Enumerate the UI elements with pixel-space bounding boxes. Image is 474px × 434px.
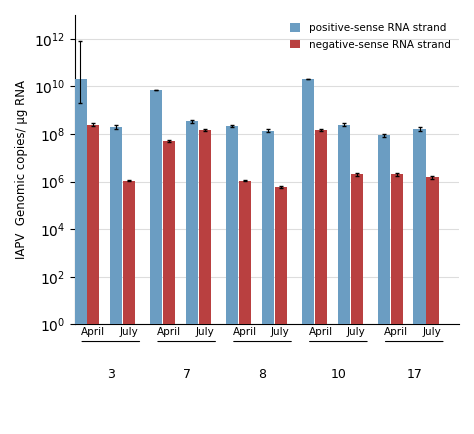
Bar bbox=[186, 121, 198, 434]
Bar bbox=[150, 90, 163, 434]
Bar bbox=[378, 135, 390, 434]
Bar bbox=[350, 174, 363, 434]
Bar bbox=[226, 126, 238, 434]
Bar bbox=[302, 79, 314, 434]
Bar bbox=[391, 174, 403, 434]
Bar bbox=[110, 127, 122, 434]
Bar bbox=[427, 178, 438, 434]
Text: 7: 7 bbox=[182, 368, 191, 381]
Bar bbox=[199, 130, 211, 434]
Y-axis label: IAPV  Genomic copies/ μg RNA: IAPV Genomic copies/ μg RNA bbox=[15, 80, 28, 259]
Bar bbox=[315, 130, 327, 434]
Text: 3: 3 bbox=[107, 368, 115, 381]
Bar bbox=[74, 79, 87, 434]
Bar bbox=[163, 141, 175, 434]
Bar bbox=[337, 125, 350, 434]
Bar bbox=[262, 131, 274, 434]
Text: 8: 8 bbox=[258, 368, 266, 381]
Bar bbox=[413, 129, 426, 434]
Bar bbox=[87, 125, 100, 434]
Bar bbox=[274, 187, 287, 434]
Bar bbox=[239, 181, 251, 434]
Text: 10: 10 bbox=[330, 368, 346, 381]
Bar bbox=[123, 181, 135, 434]
Text: 17: 17 bbox=[406, 368, 422, 381]
Legend: positive-sense RNA strand, negative-sense RNA strand: positive-sense RNA strand, negative-sens… bbox=[287, 20, 454, 53]
